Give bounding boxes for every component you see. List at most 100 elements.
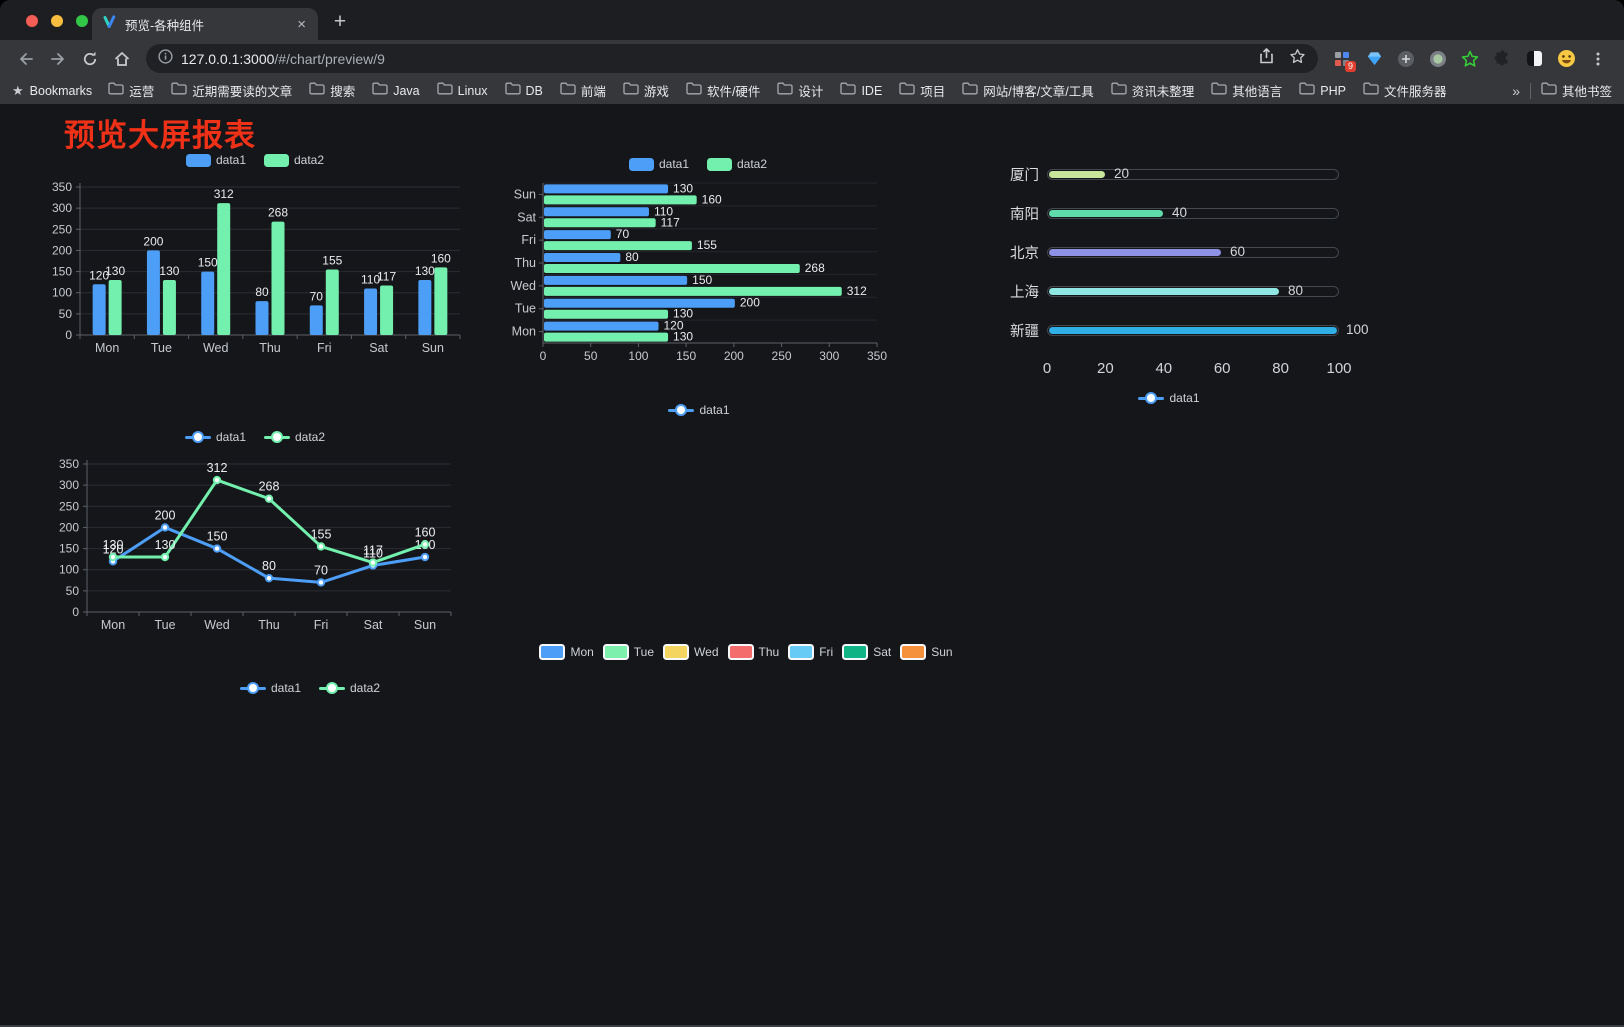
bookmark-folder[interactable]: 软件/硬件 (686, 81, 760, 100)
legend-item[interactable]: Tue (602, 644, 654, 660)
window-zoom-button[interactable] (76, 15, 88, 27)
svg-text:130: 130 (155, 538, 176, 552)
legend-item[interactable]: Mon (539, 644, 594, 660)
progress-track: 40 (1047, 205, 1339, 220)
svg-text:150: 150 (52, 265, 72, 279)
legend-item[interactable]: Sat (842, 644, 891, 660)
folder-icon (1363, 82, 1379, 100)
progress-label: 南阳 (1010, 206, 1039, 223)
svg-text:Tue: Tue (515, 302, 536, 316)
bookmark-star-icon[interactable] (1289, 48, 1306, 70)
url-text[interactable]: 127.0.0.1:3000/#/chart/preview/9 (181, 50, 385, 67)
legend-item[interactable]: data2 (707, 157, 767, 171)
bookmark-folder[interactable]: 文件服务器 (1363, 81, 1446, 100)
bookmark-folder[interactable]: 游戏 (623, 81, 669, 100)
page-content: 预览大屏报表 data1 data2 0 50 100 150 200 250 300 350 M… (0, 104, 1624, 1027)
svg-text:160: 160 (415, 525, 436, 539)
bookmark-folder[interactable]: 近期需要读的文章 (171, 81, 292, 100)
progress-fill (1049, 326, 1337, 334)
svg-text:250: 250 (772, 349, 792, 363)
new-tab-button[interactable]: + (333, 10, 347, 33)
tab-close-icon[interactable]: × (297, 15, 306, 33)
svg-text:155: 155 (322, 253, 342, 267)
legend-item[interactable]: data2 (319, 681, 380, 695)
legend-item[interactable]: data1 (628, 157, 689, 171)
folder-icon (623, 82, 639, 100)
bookmark-folder[interactable]: 设计 (777, 81, 823, 100)
progress-track: 20 (1047, 165, 1339, 181)
svg-text:110: 110 (361, 272, 380, 286)
svg-text:200: 200 (143, 234, 163, 248)
extension-dark-circle-icon[interactable] (1396, 49, 1416, 69)
svg-text:70: 70 (310, 289, 324, 303)
svg-text:150: 150 (59, 542, 79, 556)
legend-swatch-icon (264, 153, 289, 167)
svg-text:155: 155 (697, 238, 717, 252)
extensions-puzzle-icon[interactable] (1492, 49, 1512, 69)
legend-item[interactable]: data2 (264, 153, 324, 167)
bookmark-folder[interactable]: 网站/博客/文章/工具 (962, 81, 1094, 100)
svg-text:70: 70 (314, 563, 328, 577)
browser-tab[interactable]: 预览-各种组件 × (92, 8, 318, 40)
window-minimize-button[interactable] (51, 15, 63, 27)
legend-item[interactable]: data2 (264, 430, 325, 444)
browser-menu-icon[interactable] (1585, 46, 1611, 72)
home-button[interactable] (109, 46, 135, 72)
legend-item[interactable]: Sun (900, 644, 953, 660)
share-icon[interactable] (1258, 47, 1275, 70)
progress-label: 上海 (1010, 284, 1039, 301)
folder-icon (686, 82, 702, 100)
svg-text:Tue: Tue (154, 618, 175, 632)
area-dual-legend: data1 data2 (100, 677, 520, 699)
progress-track: 60 (1047, 244, 1339, 259)
bookmark-folder[interactable]: Java (372, 82, 420, 100)
folder-icon (777, 82, 794, 100)
bookmarks-star-icon[interactable]: ★ (12, 82, 24, 98)
svg-text:250: 250 (52, 222, 72, 236)
extension-green-star-icon[interactable] (1460, 49, 1480, 69)
page-info-icon[interactable] (158, 48, 173, 69)
extension-green-circle-icon[interactable] (1428, 49, 1448, 69)
folder-icon (1211, 82, 1227, 100)
svg-text:120: 120 (103, 542, 124, 556)
extension-gem-icon[interactable] (1364, 49, 1384, 69)
svg-text:110: 110 (654, 204, 673, 218)
legend-swatch-icon (900, 644, 927, 660)
dark-mode-toggle-icon[interactable] (1524, 49, 1544, 69)
svg-text:130: 130 (415, 264, 435, 278)
browser-toolbar: 127.0.0.1:3000/#/chart/preview/9 9 (0, 40, 1624, 77)
legend-item[interactable]: data1 (239, 681, 301, 695)
svg-text:80: 80 (262, 559, 276, 573)
hbar-chart-legend: data1 data2 (503, 153, 893, 175)
bookmarks-root[interactable]: Bookmarks (29, 83, 93, 98)
bookmark-folder[interactable]: 搜索 (309, 81, 355, 100)
address-bar[interactable]: 127.0.0.1:3000/#/chart/preview/9 (146, 44, 1318, 73)
progress-value: 20 (1114, 165, 1130, 181)
bookmark-folder[interactable]: 运营 (108, 81, 154, 100)
bookmark-folder[interactable]: PHP (1299, 82, 1346, 100)
bookmark-folder[interactable]: 项目 (899, 81, 945, 100)
back-button[interactable] (13, 46, 39, 72)
bookmark-folder[interactable]: DB (504, 82, 543, 100)
profile-avatar-emoji[interactable] (1556, 49, 1576, 69)
legend-item[interactable]: data1 (668, 403, 730, 417)
legend-item[interactable]: Wed (663, 644, 719, 660)
legend-item[interactable]: data1 (1138, 391, 1200, 405)
reload-button[interactable] (77, 46, 103, 72)
bookmark-folder[interactable]: 资讯未整理 (1111, 81, 1194, 100)
legend-item[interactable]: Thu (727, 644, 779, 660)
forward-button[interactable] (45, 46, 71, 72)
bookmarks-overflow-chevron[interactable]: » (1512, 82, 1520, 99)
other-bookmarks-folder[interactable]: 其他书签 (1541, 81, 1612, 100)
legend-item[interactable]: data1 (184, 430, 246, 444)
svg-text:300: 300 (52, 201, 72, 215)
legend-item[interactable]: Fri (788, 644, 833, 660)
bookmark-folder[interactable]: Linux (436, 82, 488, 100)
bookmark-folder[interactable]: 前端 (560, 81, 606, 100)
window-close-button[interactable] (26, 15, 38, 27)
extension-grid-icon[interactable]: 9 (1332, 49, 1356, 72)
bookmark-folder[interactable]: IDE (840, 82, 882, 100)
bookmark-folder[interactable]: 其他语言 (1211, 81, 1282, 100)
legend-line-dot-icon (184, 430, 211, 444)
legend-item[interactable]: data1 (185, 153, 246, 167)
